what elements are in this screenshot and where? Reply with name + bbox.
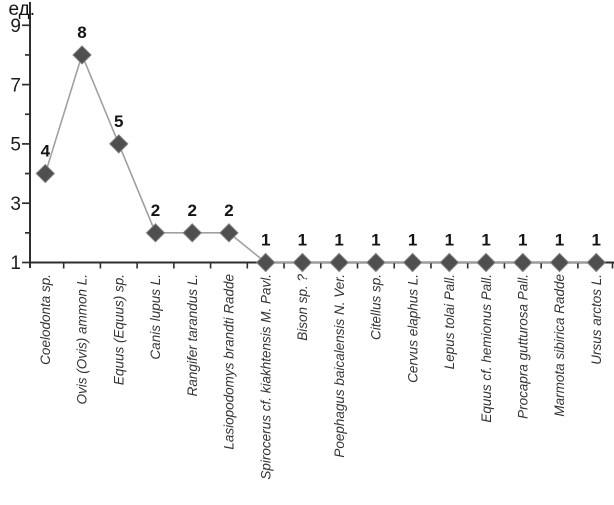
data-point-marker (586, 252, 606, 273)
data-point-value-label: 1 (592, 231, 601, 250)
x-category-label: Canis lupus L. (148, 274, 163, 360)
x-category-label: Ursus arctos L. (589, 274, 604, 365)
data-point-value-label: 1 (261, 231, 270, 250)
y-tick-label: 3 (10, 194, 21, 215)
data-point-marker (109, 134, 129, 154)
data-point-value-label: 1 (371, 231, 380, 250)
data-point-marker (35, 163, 56, 184)
data-point-marker (255, 252, 276, 273)
data-point-value-label: 4 (41, 142, 51, 161)
data-point-marker (72, 45, 92, 65)
data-point-value-label: 1 (445, 231, 454, 250)
x-category-label: Citellus sp. (369, 274, 384, 340)
data-point-marker (145, 223, 166, 243)
data-point-value-label: 1 (555, 231, 564, 250)
x-category-label: Equus cf. hemionus Pall. (479, 274, 494, 423)
x-category-label: Ovis (Ovis) ammon L. (75, 274, 90, 405)
x-category-label: Cervus elaphus L. (405, 274, 420, 383)
data-point-value-label: 2 (224, 201, 233, 220)
data-point-value-label: 1 (334, 231, 343, 250)
x-category-label: Lepus tolai Pall. (442, 274, 457, 369)
data-point-marker (513, 252, 533, 273)
data-point-value-label: 1 (481, 231, 490, 250)
data-point-marker (439, 252, 460, 273)
data-point-marker (329, 252, 349, 273)
x-category-label: Coelodonta sp. (38, 274, 53, 365)
data-point-marker (219, 223, 239, 243)
x-category-label: Rangifer tarandus L. (185, 274, 200, 396)
x-category-label: Bison sp. ? (295, 274, 310, 341)
series-line (44, 52, 597, 264)
x-category-label: Lasiopodomys brandti Radde (222, 274, 237, 450)
x-category-label: Marmota sibirica Radde (552, 274, 567, 417)
x-category-label: Procapra gutturosa Pall. (516, 274, 531, 419)
y-axis-unit-label: ед. (8, 0, 35, 20)
data-point-value-label: 1 (518, 231, 527, 250)
data-point-value-label: 1 (298, 231, 307, 250)
x-category-label: Equus (Equus) sp. (111, 274, 126, 385)
data-point-marker (402, 252, 423, 273)
data-point-value-label: 1 (408, 231, 417, 250)
data-point-value-label: 2 (187, 201, 196, 220)
data-point-marker (292, 252, 313, 273)
data-point-value-label: 5 (114, 112, 123, 131)
data-point-marker (476, 252, 496, 273)
data-point-value-label: 2 (151, 201, 160, 220)
y-tick-label: 1 (10, 253, 21, 274)
data-point-value-label: 8 (77, 23, 86, 42)
y-tick-label: 9 (10, 16, 21, 37)
data-point-marker (182, 223, 202, 243)
x-category-label: Spirocerus cf. kiakhtensis M. Pavl. (258, 274, 273, 480)
x-category-label: Poephagus baicalensis N. Ver. (332, 274, 347, 458)
y-tick-label: 7 (10, 75, 21, 96)
data-point-marker (549, 252, 570, 273)
y-tick-label: 5 (10, 135, 21, 156)
data-point-marker (366, 252, 386, 273)
